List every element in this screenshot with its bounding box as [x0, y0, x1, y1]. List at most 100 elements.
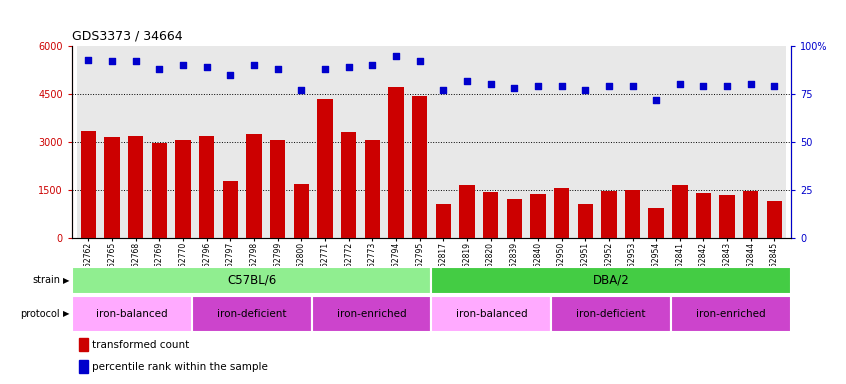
- Bar: [72, 296, 192, 332]
- Bar: [242, 46, 266, 238]
- Bar: [479, 46, 503, 238]
- Text: iron-enriched: iron-enriched: [337, 309, 406, 319]
- Point: [555, 83, 569, 89]
- Point: [82, 56, 96, 63]
- Point: [106, 58, 119, 65]
- Point: [389, 53, 403, 59]
- Point: [437, 87, 450, 93]
- Text: iron-balanced: iron-balanced: [456, 309, 527, 319]
- Bar: [431, 46, 455, 238]
- Point: [508, 85, 521, 91]
- Bar: [80, 131, 96, 238]
- Bar: [218, 46, 242, 238]
- Bar: [408, 46, 431, 238]
- Bar: [388, 87, 404, 238]
- Bar: [597, 46, 621, 238]
- Bar: [554, 187, 569, 238]
- Point: [626, 83, 640, 89]
- Bar: [341, 132, 356, 238]
- Bar: [483, 192, 498, 238]
- Bar: [147, 46, 171, 238]
- Text: protocol: protocol: [20, 309, 60, 319]
- Bar: [72, 267, 431, 294]
- Bar: [578, 204, 593, 238]
- Point: [744, 81, 757, 88]
- Bar: [222, 181, 238, 238]
- Bar: [671, 296, 791, 332]
- Point: [365, 62, 379, 68]
- Bar: [124, 46, 147, 238]
- Bar: [431, 296, 552, 332]
- Point: [650, 97, 663, 103]
- Text: transformed count: transformed count: [92, 340, 190, 350]
- Bar: [762, 46, 786, 238]
- Bar: [384, 46, 408, 238]
- Bar: [195, 46, 218, 238]
- Point: [484, 81, 497, 88]
- Bar: [743, 191, 759, 238]
- Bar: [526, 46, 550, 238]
- Point: [223, 72, 237, 78]
- Bar: [766, 200, 783, 238]
- Point: [247, 62, 261, 68]
- Bar: [270, 141, 285, 238]
- Bar: [104, 137, 120, 238]
- Bar: [739, 46, 762, 238]
- Bar: [317, 99, 332, 238]
- Text: percentile rank within the sample: percentile rank within the sample: [92, 362, 268, 372]
- Bar: [80, 360, 88, 373]
- Point: [602, 83, 616, 89]
- Bar: [199, 136, 214, 238]
- Bar: [645, 46, 668, 238]
- Point: [176, 62, 190, 68]
- Point: [294, 87, 308, 93]
- Bar: [695, 193, 711, 238]
- Text: strain: strain: [32, 275, 60, 285]
- Point: [531, 83, 545, 89]
- Bar: [574, 46, 597, 238]
- Text: ▶: ▶: [63, 310, 69, 318]
- Bar: [649, 208, 664, 238]
- Bar: [412, 96, 427, 238]
- Bar: [365, 141, 380, 238]
- Bar: [503, 46, 526, 238]
- Bar: [266, 46, 289, 238]
- Text: iron-deficient: iron-deficient: [576, 309, 646, 319]
- Point: [200, 64, 213, 70]
- Bar: [716, 46, 739, 238]
- Bar: [455, 46, 479, 238]
- Bar: [294, 184, 309, 238]
- Bar: [507, 199, 522, 238]
- Bar: [128, 136, 144, 238]
- Point: [152, 66, 166, 72]
- Bar: [175, 141, 191, 238]
- Bar: [77, 46, 101, 238]
- Point: [413, 58, 426, 65]
- Point: [271, 66, 284, 72]
- Point: [318, 66, 332, 72]
- Bar: [672, 185, 688, 238]
- Bar: [360, 46, 384, 238]
- Bar: [621, 46, 645, 238]
- Bar: [80, 338, 88, 351]
- Bar: [337, 46, 360, 238]
- Text: ▶: ▶: [63, 276, 69, 285]
- Bar: [151, 143, 168, 238]
- Bar: [530, 194, 546, 238]
- Text: C57BL/6: C57BL/6: [227, 274, 277, 287]
- Bar: [313, 46, 337, 238]
- Text: DBA/2: DBA/2: [593, 274, 629, 287]
- Point: [673, 81, 687, 88]
- Point: [579, 87, 592, 93]
- Bar: [719, 195, 735, 238]
- Bar: [192, 296, 311, 332]
- Point: [342, 64, 355, 70]
- Bar: [436, 204, 451, 238]
- Bar: [668, 46, 692, 238]
- Bar: [311, 296, 431, 332]
- Bar: [692, 46, 716, 238]
- Bar: [246, 134, 261, 238]
- Bar: [625, 190, 640, 238]
- Text: GDS3373 / 34664: GDS3373 / 34664: [72, 29, 183, 42]
- Bar: [602, 191, 617, 238]
